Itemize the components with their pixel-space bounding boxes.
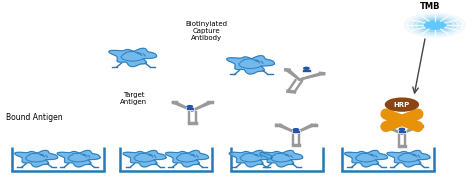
Text: TMB: TMB bbox=[420, 2, 440, 11]
Polygon shape bbox=[387, 150, 430, 167]
FancyBboxPatch shape bbox=[302, 69, 310, 72]
FancyBboxPatch shape bbox=[292, 130, 300, 133]
Polygon shape bbox=[229, 150, 272, 167]
Polygon shape bbox=[57, 150, 100, 167]
FancyBboxPatch shape bbox=[398, 130, 406, 133]
Circle shape bbox=[424, 21, 446, 29]
Circle shape bbox=[414, 17, 456, 33]
Circle shape bbox=[409, 15, 461, 35]
Polygon shape bbox=[345, 150, 388, 167]
Polygon shape bbox=[15, 150, 58, 167]
Text: Biotinylated
Capture
Antibody: Biotinylated Capture Antibody bbox=[185, 21, 228, 41]
Circle shape bbox=[187, 106, 192, 108]
Circle shape bbox=[399, 128, 405, 130]
Text: HRP: HRP bbox=[394, 102, 410, 108]
Circle shape bbox=[404, 13, 465, 37]
Polygon shape bbox=[165, 150, 209, 167]
Circle shape bbox=[419, 19, 451, 32]
Polygon shape bbox=[109, 48, 156, 67]
Circle shape bbox=[293, 129, 299, 131]
Circle shape bbox=[304, 67, 309, 69]
Polygon shape bbox=[260, 150, 303, 167]
FancyBboxPatch shape bbox=[186, 107, 194, 110]
Polygon shape bbox=[227, 56, 274, 74]
Text: Bound Antigen: Bound Antigen bbox=[6, 113, 63, 122]
Polygon shape bbox=[123, 150, 166, 167]
Text: Target
Antigen: Target Antigen bbox=[120, 92, 147, 105]
Circle shape bbox=[385, 98, 419, 111]
